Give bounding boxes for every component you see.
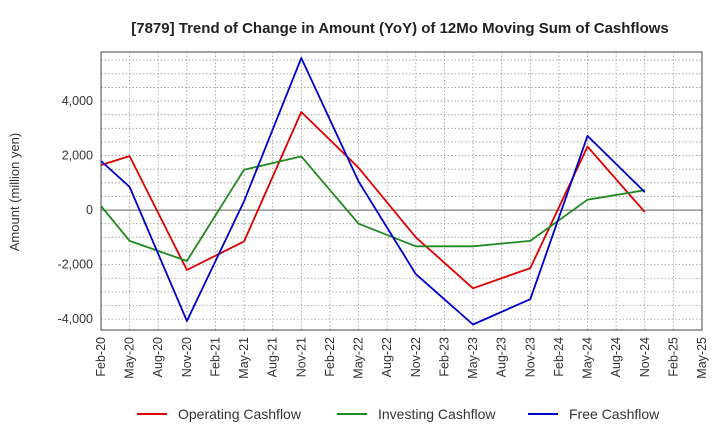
legend-label: Investing Cashflow bbox=[378, 406, 496, 422]
x-tick-label: Nov-20 bbox=[180, 337, 194, 377]
x-tick-label: May-25 bbox=[695, 337, 709, 379]
plot-frame bbox=[100, 51, 703, 331]
x-tick-label: Feb-24 bbox=[552, 337, 566, 377]
axis-ticks: -4,000 -2,000 0 2,000 4,000 Feb-20 May-20 Aug-2… bbox=[58, 94, 709, 379]
x-tick-label: Aug-21 bbox=[266, 337, 280, 377]
x-tick-label: Nov-23 bbox=[523, 337, 537, 377]
y-tick-label: 4,000 bbox=[62, 94, 93, 108]
series-line-operating-cashflow bbox=[100, 111, 646, 290]
legend-label: Operating Cashflow bbox=[178, 406, 302, 422]
x-tick-label: Feb-20 bbox=[94, 337, 108, 377]
x-tick-label: May-20 bbox=[123, 337, 137, 379]
chart-title: [7879] Trend of Change in Amount (YoY) o… bbox=[131, 20, 669, 37]
x-tick-label: Nov-22 bbox=[409, 337, 423, 377]
y-tick-label: 2,000 bbox=[62, 149, 93, 163]
y-tick-label: 0 bbox=[86, 203, 93, 217]
y-tick-label: -4,000 bbox=[58, 312, 93, 326]
x-tick-label: May-23 bbox=[466, 337, 480, 379]
x-tick-label: Aug-20 bbox=[151, 337, 165, 377]
series-layer bbox=[100, 57, 646, 326]
y-tick-label: -2,000 bbox=[58, 258, 93, 272]
x-tick-label: Aug-23 bbox=[495, 337, 509, 377]
legend: Operating Cashflow Investing Cashflow Free… bbox=[137, 406, 660, 422]
x-tick-label: Aug-24 bbox=[609, 337, 623, 377]
x-tick-label: May-22 bbox=[352, 337, 366, 379]
grid-lines bbox=[100, 52, 703, 330]
x-tick-label: Feb-21 bbox=[208, 337, 222, 377]
x-tick-label: May-21 bbox=[237, 337, 251, 379]
x-tick-label: Nov-24 bbox=[638, 337, 652, 377]
x-tick-label: May-24 bbox=[581, 337, 595, 379]
x-tick-label: Feb-25 bbox=[666, 337, 680, 377]
series-line-investing-cashflow bbox=[100, 155, 645, 262]
x-tick-label: Feb-23 bbox=[437, 337, 451, 377]
legend-label: Free Cashflow bbox=[569, 406, 660, 422]
x-tick-label: Feb-22 bbox=[323, 337, 337, 377]
series-line-free-cashflow bbox=[100, 57, 646, 326]
plot-border bbox=[100, 51, 703, 331]
x-tick-label: Aug-22 bbox=[380, 337, 394, 377]
y-axis-label: Amount (million yen) bbox=[7, 133, 22, 252]
x-tick-label: Nov-21 bbox=[294, 337, 308, 377]
